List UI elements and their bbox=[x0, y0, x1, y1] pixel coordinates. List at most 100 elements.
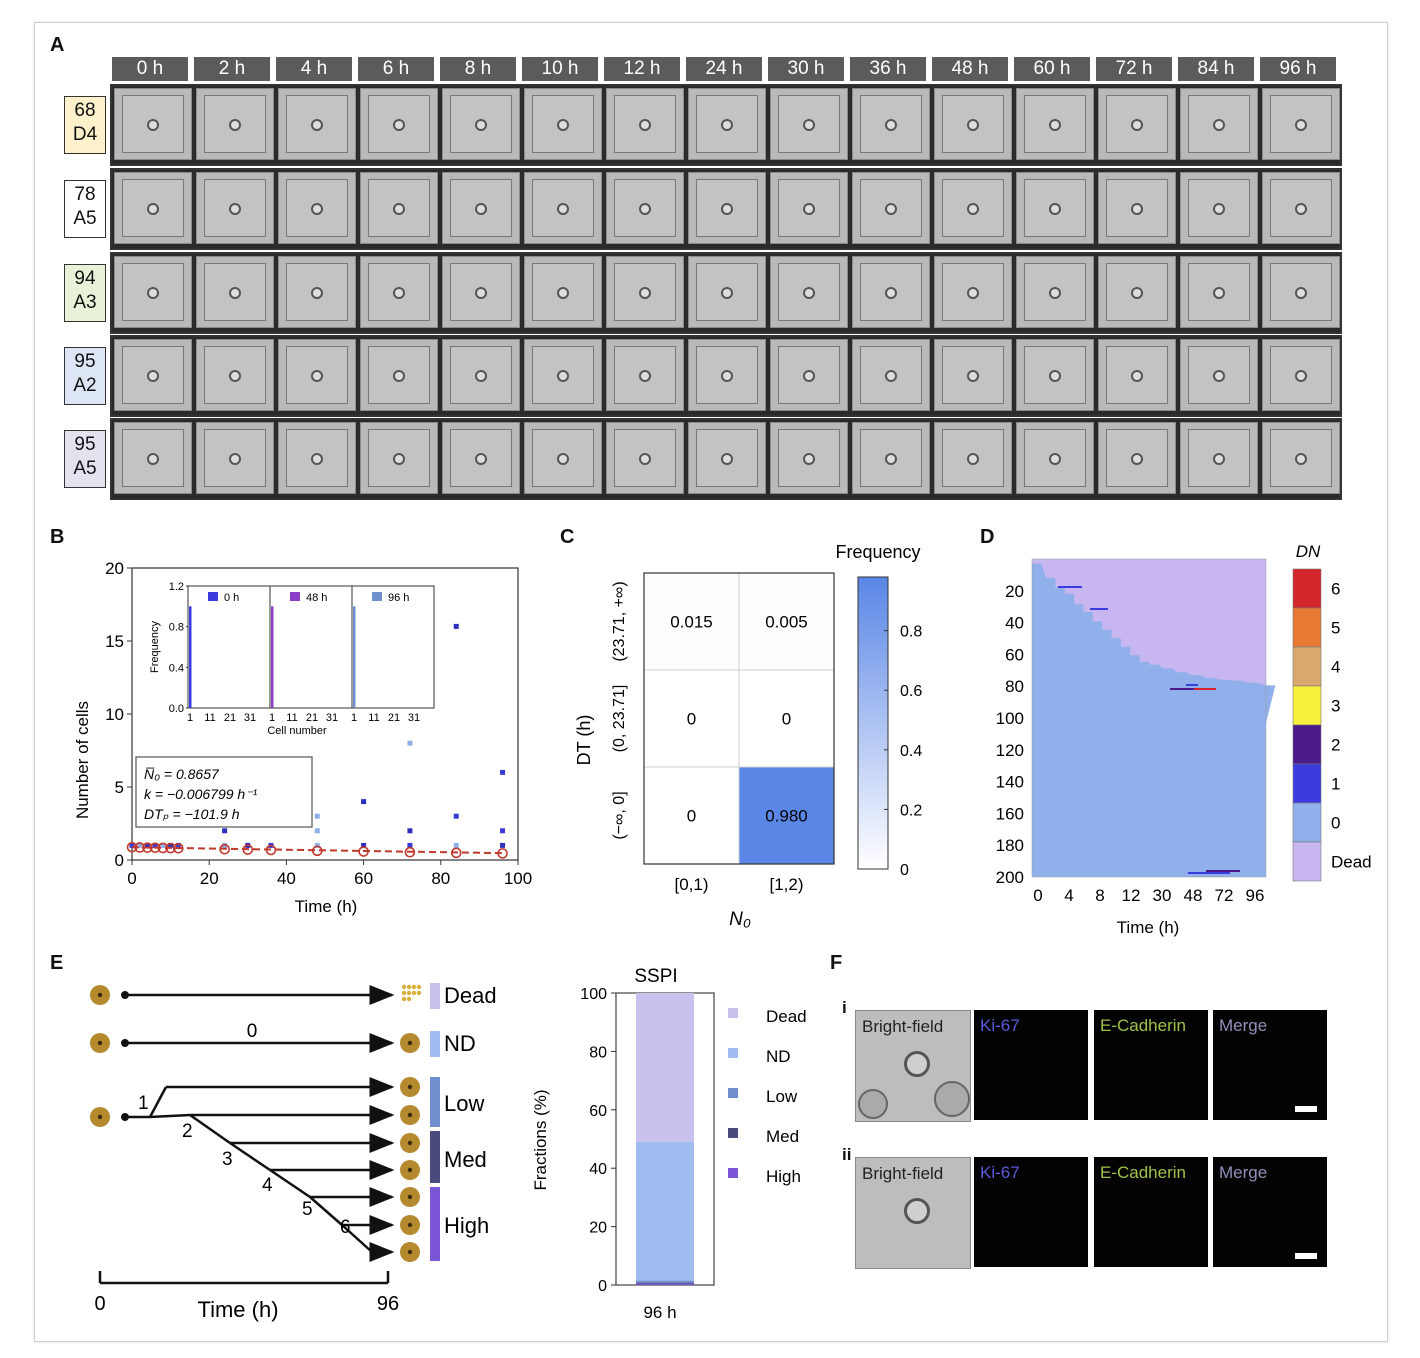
cell bbox=[721, 203, 733, 215]
lineage-line bbox=[148, 1086, 168, 1118]
dn-legend-swatch bbox=[1292, 646, 1322, 687]
timelapse-row bbox=[110, 418, 1342, 500]
panel-a-label: A bbox=[50, 34, 65, 56]
sspi-legend-swatch bbox=[728, 1088, 738, 1098]
cell-nucleus bbox=[97, 1114, 103, 1120]
panel-d-label: D bbox=[980, 526, 995, 548]
time-header: 2 h bbox=[194, 57, 270, 81]
b-ytick-label: 10 bbox=[105, 705, 124, 724]
panel-c-heatmap: Frequency 0.015 0.005 0 0 0 0.980 (23.71, +∞) (… bbox=[574, 542, 922, 930]
thumbnail bbox=[442, 422, 520, 494]
data-point bbox=[175, 842, 181, 848]
cell bbox=[229, 287, 241, 299]
cell bbox=[885, 453, 897, 465]
cell bbox=[639, 203, 651, 215]
time-header: 48 h bbox=[932, 57, 1008, 81]
data-point bbox=[361, 799, 367, 805]
thumbnail bbox=[196, 88, 274, 160]
cell bbox=[147, 203, 159, 215]
row-label-line: A2 bbox=[73, 375, 97, 396]
time-header: 60 h bbox=[1014, 57, 1090, 81]
branch-label: 1 bbox=[138, 1093, 149, 1114]
category-bar bbox=[430, 1031, 440, 1057]
thumbnail bbox=[360, 172, 438, 244]
branch-label: 4 bbox=[262, 1175, 273, 1196]
cell-nucleus bbox=[407, 1112, 413, 1118]
data-point bbox=[314, 842, 320, 848]
heatmap-row-label: (0, 23.71] bbox=[611, 685, 628, 753]
lineage-line bbox=[341, 1224, 373, 1253]
thumbnail bbox=[770, 339, 848, 411]
inset-xtick-label: 1 bbox=[187, 712, 193, 724]
timelapse-row bbox=[110, 168, 1342, 250]
thumbnail bbox=[114, 339, 192, 411]
cell bbox=[1049, 119, 1061, 131]
thumbnail bbox=[606, 172, 684, 244]
time-end: 96 bbox=[377, 1293, 399, 1315]
lineage-line bbox=[309, 1196, 343, 1226]
cell bbox=[967, 119, 979, 131]
data-point bbox=[500, 842, 506, 848]
timelapse-row bbox=[110, 252, 1342, 334]
microwell bbox=[1270, 346, 1332, 404]
cell bbox=[1295, 453, 1307, 465]
cell bbox=[393, 287, 405, 299]
data-point bbox=[453, 813, 459, 819]
thumbnail bbox=[278, 88, 356, 160]
cell bbox=[393, 370, 405, 382]
time-header: 8 h bbox=[440, 57, 516, 81]
thumbnail bbox=[278, 339, 356, 411]
channel-label: Ki-67 bbox=[980, 1016, 1020, 1035]
thumbnail bbox=[934, 172, 1012, 244]
c-ylabel: DT (h) bbox=[574, 715, 594, 766]
cell bbox=[475, 119, 487, 131]
time-start: 0 bbox=[94, 1293, 105, 1315]
sspi-ytick-label: 60 bbox=[589, 1103, 607, 1120]
alive-region bbox=[1032, 563, 1276, 877]
cell-nucleus bbox=[407, 1222, 413, 1228]
thumbnail bbox=[1180, 422, 1258, 494]
dn-legend-swatch bbox=[1292, 568, 1322, 609]
cell bbox=[147, 287, 159, 299]
thumbnail bbox=[606, 422, 684, 494]
cell bbox=[147, 119, 159, 131]
row-label-line: D4 bbox=[72, 124, 98, 145]
cell bbox=[639, 370, 651, 382]
c-xlabel: N₀ bbox=[729, 909, 751, 930]
cell bbox=[885, 287, 897, 299]
d-ytick-label: 100 bbox=[996, 709, 1024, 728]
b-xlabel: Time (h) bbox=[295, 897, 358, 916]
cell bbox=[885, 119, 897, 131]
microwell bbox=[368, 95, 430, 153]
cell bbox=[229, 370, 241, 382]
cell bbox=[1213, 287, 1225, 299]
thumbnail bbox=[606, 256, 684, 328]
cell bbox=[1295, 370, 1307, 382]
dn-legend-swatch bbox=[1292, 802, 1322, 843]
heatmap-cell bbox=[738, 766, 835, 865]
cell-nucleus bbox=[407, 1249, 413, 1255]
inset-xlabel: Cell number bbox=[267, 725, 327, 737]
cell bbox=[557, 119, 569, 131]
cell bbox=[967, 287, 979, 299]
sspi-ytick-label: 40 bbox=[589, 1161, 607, 1178]
thumbnail bbox=[196, 256, 274, 328]
branch-label: 6 bbox=[340, 1217, 351, 1238]
data-point bbox=[314, 813, 320, 819]
row-label-line: A5 bbox=[73, 208, 97, 229]
row-label: 78 A5 bbox=[64, 180, 106, 238]
b-xtick-label: 60 bbox=[354, 869, 373, 888]
fit-dt: DTₚ = −101.9 h bbox=[144, 806, 240, 822]
cell-nucleus bbox=[407, 1084, 413, 1090]
thumbnail bbox=[524, 256, 602, 328]
f-row-label: i bbox=[842, 998, 847, 1017]
inset-ylabel: Frequency bbox=[149, 621, 161, 673]
thumbnail bbox=[278, 172, 356, 244]
lineage-line bbox=[269, 1168, 311, 1199]
row-label: 68 D4 bbox=[64, 96, 106, 154]
d-title: DN bbox=[1296, 542, 1321, 561]
panel-b-label: B bbox=[50, 526, 65, 548]
cell bbox=[803, 119, 815, 131]
cell bbox=[1049, 370, 1061, 382]
cell-image bbox=[904, 1198, 930, 1224]
